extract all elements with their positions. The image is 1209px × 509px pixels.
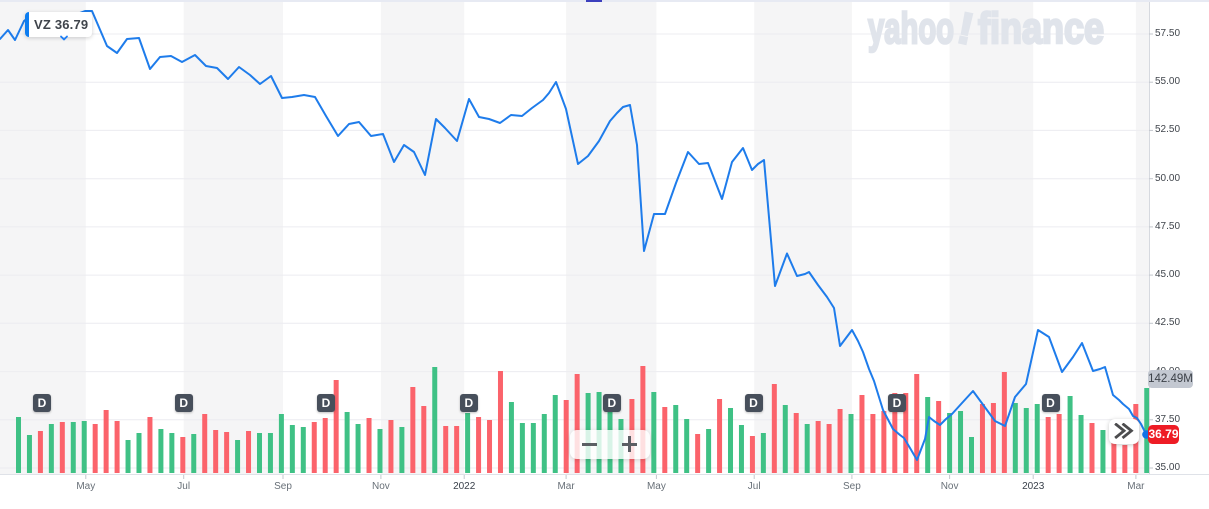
svg-text:yahoo: yahoo [868, 4, 954, 53]
svg-text:finance: finance [978, 4, 1104, 53]
